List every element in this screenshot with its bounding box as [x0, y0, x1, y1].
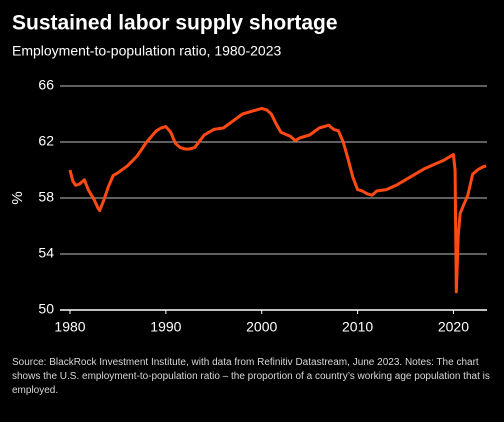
- chart: Sustained labor supply shortage Employme…: [9, 12, 487, 335]
- source-note: Source: BlackRock Investment Institute, …: [12, 357, 490, 396]
- chart-title: Sustained labor supply shortage: [12, 12, 338, 35]
- y-tick-label: 58: [38, 189, 54, 205]
- y-tick-label: 50: [38, 301, 54, 317]
- y-tick-label: 66: [38, 77, 54, 93]
- chart-subtitle: Employment-to-population ratio, 1980-202…: [12, 43, 281, 59]
- x-tick-label: 1990: [150, 319, 181, 335]
- data-line: [68, 106, 487, 294]
- y-axis-label: %: [9, 191, 26, 204]
- y-tick-label: 54: [38, 245, 54, 261]
- x-tick-label: 2020: [438, 319, 469, 335]
- x-tick-label: 2000: [246, 319, 277, 335]
- x-tick-label: 2010: [342, 319, 373, 335]
- x-tick-label: 1980: [54, 319, 85, 335]
- y-tick-label: 62: [38, 133, 54, 149]
